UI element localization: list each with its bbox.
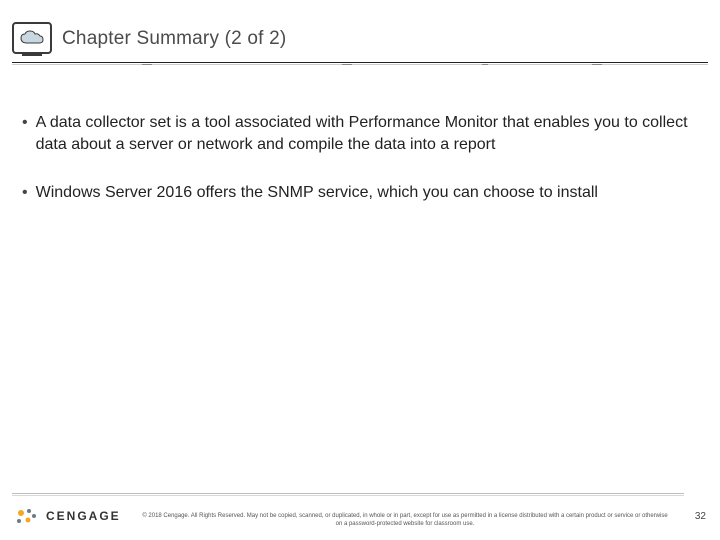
bullet-marker: • — [22, 182, 28, 204]
bullet-text: A data collector set is a tool associate… — [36, 112, 698, 156]
brand-mark-icon — [14, 506, 40, 526]
brand-name: CENGAGE — [46, 509, 121, 523]
brand-logo: CENGAGE — [14, 506, 121, 526]
slide-header: Chapter Summary (2 of 2) — [12, 24, 708, 72]
bullet-text: Windows Server 2016 offers the SNMP serv… — [36, 182, 598, 204]
header-rule-decor — [12, 60, 708, 68]
bullet-item: • A data collector set is a tool associa… — [22, 112, 698, 156]
page-number: 32 — [695, 511, 706, 522]
header-icon-frame — [12, 22, 52, 54]
slide-body: • A data collector set is a tool associa… — [22, 112, 698, 230]
copyright-text: © 2018 Cengage. All Rights Reserved. May… — [140, 512, 670, 528]
bullet-marker: • — [22, 112, 28, 156]
footer-rule — [12, 493, 684, 496]
slide-title: Chapter Summary (2 of 2) — [62, 28, 286, 50]
cloud-icon — [19, 30, 45, 46]
bullet-item: • Windows Server 2016 offers the SNMP se… — [22, 182, 698, 204]
slide-root: Chapter Summary (2 of 2) • A data collec… — [0, 0, 720, 540]
